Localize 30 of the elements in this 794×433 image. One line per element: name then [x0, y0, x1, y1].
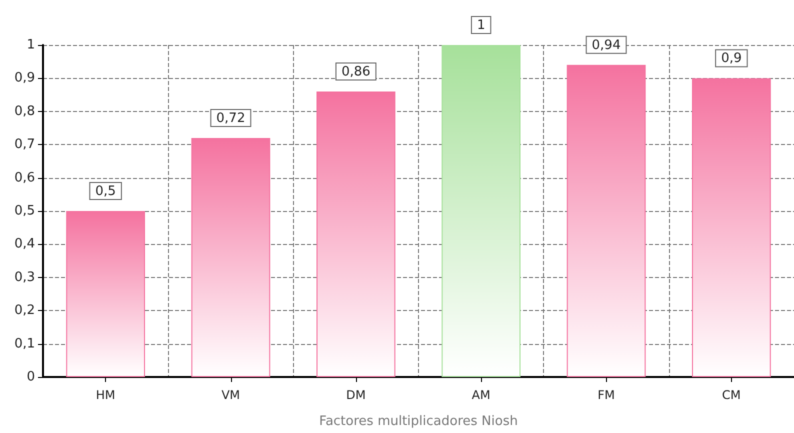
data-label: 0,86	[341, 64, 370, 80]
y-tick-label: 0	[26, 370, 35, 384]
data-label: 0,5	[95, 184, 116, 199]
bar	[191, 138, 270, 377]
y-tick-label: 0,9	[14, 70, 35, 86]
y-tick-label: 1	[26, 38, 35, 52]
bar	[66, 211, 146, 377]
bar	[442, 45, 521, 377]
y-tick-label: 0,4	[14, 236, 35, 252]
data-label: 0,9	[721, 51, 742, 66]
x-tick-label: HM	[96, 388, 116, 402]
bar	[566, 64, 646, 377]
bar	[692, 78, 771, 377]
y-tick-label: 0,8	[14, 104, 35, 119]
x-tick-label: FM	[598, 388, 615, 402]
data-label: 0,94	[592, 38, 621, 53]
y-tick-label: 0,3	[14, 270, 35, 285]
bar	[316, 91, 396, 377]
x-tick-label: AM	[472, 388, 490, 402]
x-tick-label: DM	[346, 388, 366, 402]
y-tick-label: 0,5	[14, 204, 35, 218]
y-tick-label: 0,6	[14, 170, 35, 186]
x-tick-label: CM	[722, 388, 741, 402]
data-label: 0,72	[216, 110, 246, 126]
x-tick-label: VM	[221, 388, 240, 402]
y-tick-label: 0,2	[14, 303, 35, 318]
data-label: 1	[476, 18, 486, 33]
x-axis-title: Factores multiplicadores Niosh	[319, 414, 518, 429]
y-tick-label: 0,7	[14, 137, 35, 152]
y-tick-label: 0,1	[14, 336, 35, 352]
